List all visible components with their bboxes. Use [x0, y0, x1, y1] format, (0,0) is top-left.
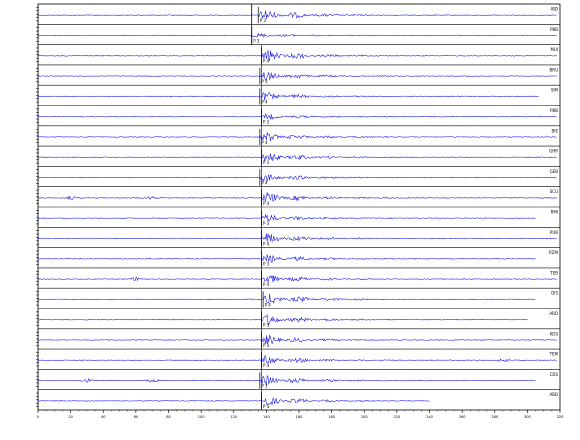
pick-label: P 3 [263, 160, 270, 165]
station-label: GHR [549, 149, 558, 154]
seismic-trace [37, 174, 557, 182]
station-label: ARD [549, 311, 558, 316]
station-label: ABD [549, 392, 558, 397]
x-tick-label: 40 [101, 415, 106, 419]
seismic-trace [37, 132, 557, 141]
station-label: DIS [551, 291, 558, 296]
pick-label: P 4 [263, 201, 270, 206]
seismic-trace [37, 374, 536, 386]
pick-label: P 3 [263, 343, 270, 348]
station-label: KOS [550, 331, 559, 336]
x-tick-label: 80 [166, 415, 171, 419]
x-tick-label: 20 [68, 415, 73, 419]
pick-label: P 4 [263, 282, 270, 287]
station-label: BRU [550, 67, 559, 72]
pick-label: P 3 [263, 404, 270, 409]
station-label: CDS [550, 372, 559, 377]
station-label-group: IBD PBB MUI BRU SIM PBB BIE GHR GEB SCU RMI PUB RZM T… [549, 7, 559, 398]
seismic-trace [37, 10, 557, 19]
seismic-trace [37, 275, 557, 283]
station-label: BIE [552, 128, 559, 133]
seismic-trace [37, 233, 557, 243]
seismic-trace [37, 113, 557, 121]
station-label: SCU [550, 189, 558, 194]
station-label: RZM [549, 250, 559, 255]
x-tick-label: 320 [557, 415, 565, 419]
x-tick-label: 260 [459, 415, 467, 419]
seismic-trace [37, 293, 536, 304]
pick-label: P 3 [260, 18, 267, 23]
pick-label: P 3 [261, 79, 268, 84]
pick-label: P 4 [263, 241, 270, 246]
x-tick-label: 60 [134, 415, 139, 419]
station-label: SIM [551, 88, 559, 93]
seismic-trace [37, 254, 536, 263]
x-tick-label: 240 [426, 415, 434, 419]
x-tick-label: 300 [524, 415, 532, 419]
pick-label: P 4 [261, 181, 268, 186]
station-label: MUI [550, 47, 558, 52]
pick-label: P 3 [261, 384, 268, 389]
pick-label: P 3 [263, 262, 270, 267]
station-label: PUB [550, 230, 558, 235]
station-label: PBB [550, 27, 558, 32]
seismic-trace [37, 355, 557, 364]
seismic-trace [37, 92, 539, 101]
station-label: TEB [549, 270, 558, 275]
pick-group: P 3 P 3 P 4 P 3 P 4 P 3 P 4 P 3 P 4 P 4 P 3 P 4 P 3 P… [251, 4, 272, 410]
station-label: IBD [551, 7, 558, 12]
pick-label: P 3 [253, 38, 260, 43]
pick-label: P 3 [263, 323, 270, 328]
time-axis: 0 20 40 60 80 100 120 140 160 180 200 220 240 260 280 3… [37, 410, 564, 419]
pick-label: P 4 [261, 140, 268, 145]
pick-label: P 4 [261, 99, 268, 104]
x-tick-label: 220 [393, 415, 401, 419]
x-tick-label: 200 [361, 415, 369, 419]
seismic-trace [37, 32, 557, 39]
seismic-trace [37, 314, 528, 326]
seismic-trace [37, 397, 430, 406]
pick-label: P 3 [263, 221, 270, 226]
pick-label: P 4 [263, 59, 270, 64]
x-tick-label: 180 [328, 415, 336, 419]
pick-label: P 4 [263, 363, 270, 368]
station-label: GEB [550, 169, 559, 174]
seismic-trace [37, 50, 557, 62]
plot-frame [36, 3, 561, 411]
trace-group [37, 10, 557, 406]
x-tick-label: 100 [198, 415, 206, 419]
seismic-trace [37, 334, 557, 345]
pick-label: P 3 [263, 120, 270, 125]
seismic-trace [37, 213, 536, 222]
pick-label: P 4 [265, 302, 272, 307]
seismic-trace [37, 72, 557, 82]
seismic-trace [37, 153, 557, 162]
x-tick-label: 160 [296, 415, 304, 419]
seismic-trace [37, 191, 557, 202]
x-tick-label: 280 [491, 415, 499, 419]
station-label: TEM [549, 352, 559, 357]
x-tick-label: 0 [37, 415, 40, 419]
station-label: PBB [550, 108, 558, 113]
x-tick-label: 140 [263, 415, 271, 419]
station-label: RMI [551, 210, 558, 215]
x-tick-label: 120 [230, 415, 238, 419]
